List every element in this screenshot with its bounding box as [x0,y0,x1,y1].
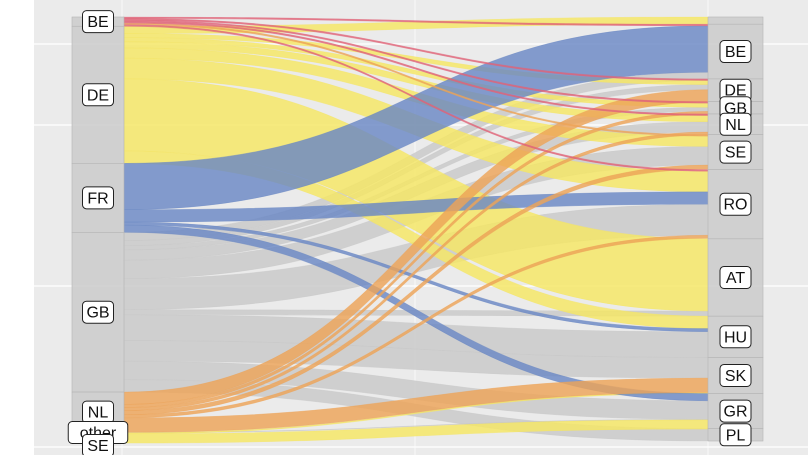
right-axis [707,16,764,442]
svg-text:BE: BE [725,44,746,61]
svg-text:SK: SK [725,368,747,385]
svg-text:AT: AT [726,270,745,287]
right-label-de: DE [719,78,752,102]
svg-text:SE: SE [725,145,746,162]
svg-text:PL: PL [726,427,746,444]
right-label-be: BE [719,40,752,64]
right-label-ro: RO [719,192,752,216]
svg-text:RO: RO [724,197,748,214]
right-label-se: SE [719,140,752,164]
svg-text:HU: HU [724,329,747,346]
svg-text:SE: SE [87,438,108,455]
left-label-de: DE [82,83,114,107]
flows [123,16,709,444]
left-axis [71,16,125,442]
svg-text:GR: GR [724,404,748,421]
left-label-fr: FR [82,186,114,210]
right-label-hu: HU [719,325,752,349]
svg-text:NL: NL [725,117,746,134]
svg-text:NL: NL [88,405,109,422]
left-label-se: SE [82,434,114,455]
left-label-nl: NL [82,400,114,424]
svg-text:GB: GB [86,305,109,322]
right-label-gr: GR [719,399,752,423]
svg-text:DE: DE [724,83,746,100]
svg-text:DE: DE [87,87,109,104]
right-label-sk: SK [719,363,752,387]
svg-text:BE: BE [87,14,108,31]
right-label-at: AT [719,265,752,289]
left-label-gb: GB [82,300,114,324]
left-label-be: BE [82,10,114,34]
right-label-nl: NL [719,112,752,136]
right-stratum-top [707,16,764,25]
right-label-pl: PL [719,423,752,447]
svg-text:FR: FR [87,190,108,207]
